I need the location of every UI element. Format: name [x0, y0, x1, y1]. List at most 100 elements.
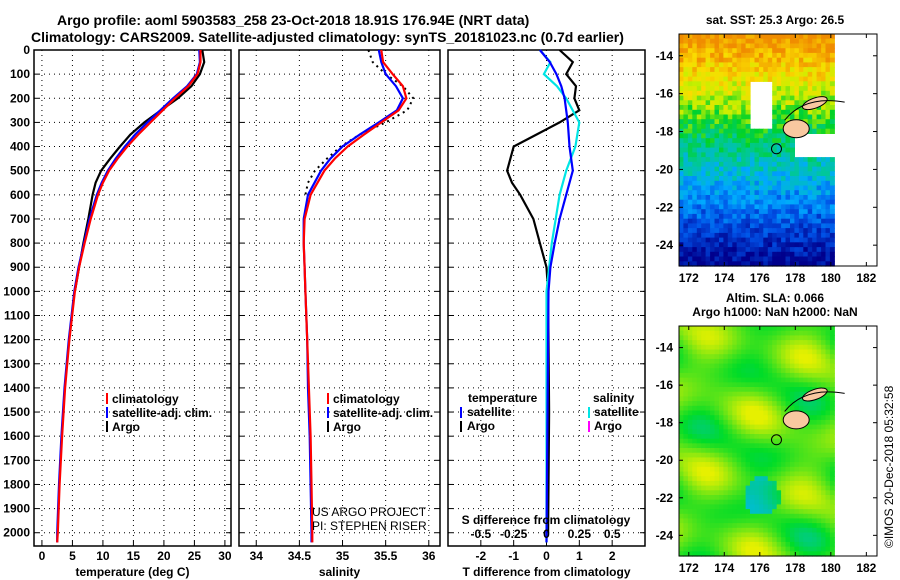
map-cell — [723, 382, 729, 388]
map-cell — [794, 443, 800, 449]
map-cell — [723, 62, 729, 68]
map-cell — [750, 419, 755, 426]
map-cell — [750, 138, 755, 144]
map-cell — [687, 551, 693, 557]
map-cell — [727, 124, 733, 130]
map-cell — [825, 340, 831, 346]
map-cell — [763, 67, 769, 73]
map-cell — [745, 401, 751, 407]
map-cell — [812, 228, 818, 234]
map-cell — [772, 382, 778, 388]
map-cell — [785, 330, 791, 336]
map-cell — [696, 429, 702, 435]
map-cell — [732, 513, 738, 520]
map-cell — [803, 76, 809, 82]
map-cell — [785, 448, 791, 454]
map-cell — [719, 161, 724, 168]
map-cell — [798, 476, 804, 482]
map-cell — [767, 368, 773, 374]
map-cell — [781, 157, 787, 163]
map-cell — [732, 452, 738, 458]
map-cell — [772, 485, 778, 491]
map-cell — [825, 209, 831, 215]
map-cell — [772, 128, 778, 134]
map-cell — [829, 462, 835, 468]
map-cell — [727, 457, 733, 463]
map-cell — [732, 480, 738, 487]
map-cell — [798, 490, 804, 496]
map-cell — [714, 247, 720, 253]
map-cell — [719, 34, 724, 40]
map-cell — [732, 48, 738, 54]
map-cell — [821, 171, 827, 177]
map-cell — [683, 335, 689, 341]
map-cell — [776, 138, 782, 144]
map-cell — [727, 43, 733, 49]
legend-swatch — [106, 407, 108, 418]
map-cell — [736, 504, 742, 510]
map-cell — [705, 377, 711, 383]
map-cell — [701, 551, 707, 557]
map-cell — [829, 391, 835, 397]
map-cell — [767, 340, 773, 346]
map-cell — [812, 335, 818, 341]
map-cell — [719, 124, 724, 130]
series-line-temperature-satellite — [539, 49, 574, 543]
map-cell — [758, 247, 764, 253]
map-cell — [754, 57, 760, 63]
map-cell — [710, 513, 716, 520]
map-cell — [807, 438, 813, 444]
map-cell — [821, 157, 827, 163]
map-cell — [821, 532, 827, 538]
map-cell — [816, 223, 822, 229]
map-cell — [714, 157, 720, 163]
map-cell — [696, 410, 702, 416]
map-cell — [696, 48, 702, 54]
map-cell — [741, 228, 747, 234]
map-cell — [727, 518, 733, 524]
map-cell — [750, 415, 755, 421]
map-cell — [714, 368, 720, 374]
map-cell — [732, 415, 738, 421]
map-cell — [785, 185, 791, 191]
map-cell — [732, 396, 738, 402]
reef-outline — [784, 391, 845, 412]
map-cell — [687, 81, 693, 87]
map-cell — [696, 218, 702, 224]
map-cell — [727, 95, 733, 101]
map-cell — [727, 105, 733, 111]
map-cell — [732, 471, 738, 477]
map-cell — [781, 485, 787, 491]
map-cell — [785, 462, 791, 468]
map-cell — [679, 401, 684, 407]
map-cell — [701, 232, 707, 239]
map-cell — [785, 67, 791, 73]
map-cell — [701, 405, 707, 412]
map-cell — [701, 340, 707, 346]
map-cell — [692, 124, 698, 130]
map-cell — [754, 256, 760, 262]
map-cell — [727, 532, 733, 538]
map-cell — [732, 76, 738, 82]
map-cell — [683, 358, 689, 365]
map-cell — [714, 438, 720, 444]
map-cell — [825, 541, 831, 548]
map-cell — [687, 340, 693, 346]
map-cell — [790, 199, 795, 205]
map-cell — [745, 67, 751, 73]
map-cell — [816, 452, 822, 458]
map-cell — [714, 546, 720, 552]
map-cell — [714, 62, 720, 68]
map-cell — [829, 176, 835, 182]
map-cell — [821, 223, 827, 229]
map-cell — [696, 424, 702, 430]
map-cell — [727, 462, 733, 468]
map-cell — [696, 368, 702, 374]
map-cell — [785, 335, 791, 341]
map-cell — [790, 368, 795, 374]
map-cell — [687, 415, 693, 421]
map-cell — [767, 452, 773, 458]
map-cell — [745, 247, 751, 253]
map-cell — [705, 242, 711, 248]
